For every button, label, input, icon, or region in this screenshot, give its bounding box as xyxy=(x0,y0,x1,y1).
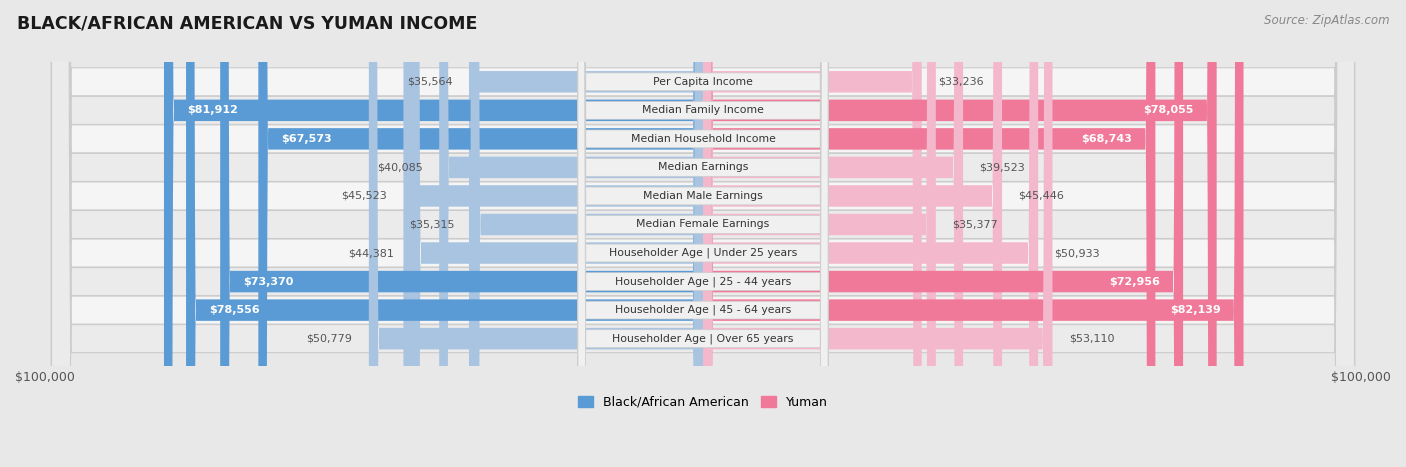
FancyBboxPatch shape xyxy=(578,0,828,467)
FancyBboxPatch shape xyxy=(703,0,963,467)
Text: $50,933: $50,933 xyxy=(1054,248,1101,258)
FancyBboxPatch shape xyxy=(578,0,828,467)
FancyBboxPatch shape xyxy=(578,0,828,467)
FancyBboxPatch shape xyxy=(703,0,1156,467)
Text: Householder Age | 45 - 64 years: Householder Age | 45 - 64 years xyxy=(614,305,792,315)
FancyBboxPatch shape xyxy=(221,0,703,467)
Text: $72,956: $72,956 xyxy=(1109,276,1160,287)
FancyBboxPatch shape xyxy=(578,0,828,467)
Text: $35,564: $35,564 xyxy=(406,77,453,87)
Text: $50,779: $50,779 xyxy=(307,333,353,344)
Text: Per Capita Income: Per Capita Income xyxy=(652,77,754,87)
FancyBboxPatch shape xyxy=(52,0,1354,467)
FancyBboxPatch shape xyxy=(259,0,703,467)
FancyBboxPatch shape xyxy=(52,0,1354,467)
FancyBboxPatch shape xyxy=(578,0,828,467)
Text: $81,912: $81,912 xyxy=(187,106,238,115)
FancyBboxPatch shape xyxy=(471,0,703,467)
FancyBboxPatch shape xyxy=(703,0,1243,467)
FancyBboxPatch shape xyxy=(52,0,1354,467)
FancyBboxPatch shape xyxy=(52,0,1354,467)
FancyBboxPatch shape xyxy=(578,0,828,467)
Text: $44,381: $44,381 xyxy=(349,248,395,258)
Text: $35,377: $35,377 xyxy=(952,219,998,229)
FancyBboxPatch shape xyxy=(52,0,1354,467)
Text: Median Family Income: Median Family Income xyxy=(643,106,763,115)
Text: $35,315: $35,315 xyxy=(409,219,454,229)
Text: $40,085: $40,085 xyxy=(377,163,423,172)
Text: $39,523: $39,523 xyxy=(980,163,1025,172)
Text: $78,556: $78,556 xyxy=(209,305,260,315)
FancyBboxPatch shape xyxy=(578,0,828,467)
Text: $53,110: $53,110 xyxy=(1069,333,1115,344)
Text: BLACK/AFRICAN AMERICAN VS YUMAN INCOME: BLACK/AFRICAN AMERICAN VS YUMAN INCOME xyxy=(17,14,477,32)
Text: $78,055: $78,055 xyxy=(1143,106,1194,115)
Text: Householder Age | 25 - 44 years: Householder Age | 25 - 44 years xyxy=(614,276,792,287)
FancyBboxPatch shape xyxy=(165,0,703,467)
FancyBboxPatch shape xyxy=(578,0,828,467)
FancyBboxPatch shape xyxy=(368,0,703,467)
FancyBboxPatch shape xyxy=(186,0,703,467)
Text: $68,743: $68,743 xyxy=(1081,134,1132,144)
FancyBboxPatch shape xyxy=(703,0,1038,467)
Text: Householder Age | Under 25 years: Householder Age | Under 25 years xyxy=(609,248,797,258)
FancyBboxPatch shape xyxy=(52,0,1354,467)
Text: $67,573: $67,573 xyxy=(281,134,332,144)
Text: $73,370: $73,370 xyxy=(243,276,294,287)
Text: Median Female Earnings: Median Female Earnings xyxy=(637,219,769,229)
FancyBboxPatch shape xyxy=(703,0,1002,467)
FancyBboxPatch shape xyxy=(52,0,1354,467)
Text: $33,236: $33,236 xyxy=(938,77,984,87)
FancyBboxPatch shape xyxy=(703,0,936,467)
FancyBboxPatch shape xyxy=(578,0,828,467)
Text: $45,446: $45,446 xyxy=(1018,191,1064,201)
FancyBboxPatch shape xyxy=(52,0,1354,467)
Text: $82,139: $82,139 xyxy=(1170,305,1220,315)
Text: Householder Age | Over 65 years: Householder Age | Over 65 years xyxy=(612,333,794,344)
FancyBboxPatch shape xyxy=(470,0,703,467)
FancyBboxPatch shape xyxy=(52,0,1354,467)
Text: $45,523: $45,523 xyxy=(342,191,387,201)
FancyBboxPatch shape xyxy=(404,0,703,467)
FancyBboxPatch shape xyxy=(439,0,703,467)
Text: Median Household Income: Median Household Income xyxy=(630,134,776,144)
Legend: Black/African American, Yuman: Black/African American, Yuman xyxy=(572,391,834,414)
FancyBboxPatch shape xyxy=(411,0,703,467)
FancyBboxPatch shape xyxy=(578,0,828,467)
Text: Source: ZipAtlas.com: Source: ZipAtlas.com xyxy=(1264,14,1389,27)
FancyBboxPatch shape xyxy=(703,0,922,467)
Text: Median Male Earnings: Median Male Earnings xyxy=(643,191,763,201)
FancyBboxPatch shape xyxy=(703,0,1216,467)
FancyBboxPatch shape xyxy=(52,0,1354,467)
Text: Median Earnings: Median Earnings xyxy=(658,163,748,172)
FancyBboxPatch shape xyxy=(703,0,1053,467)
FancyBboxPatch shape xyxy=(703,0,1182,467)
